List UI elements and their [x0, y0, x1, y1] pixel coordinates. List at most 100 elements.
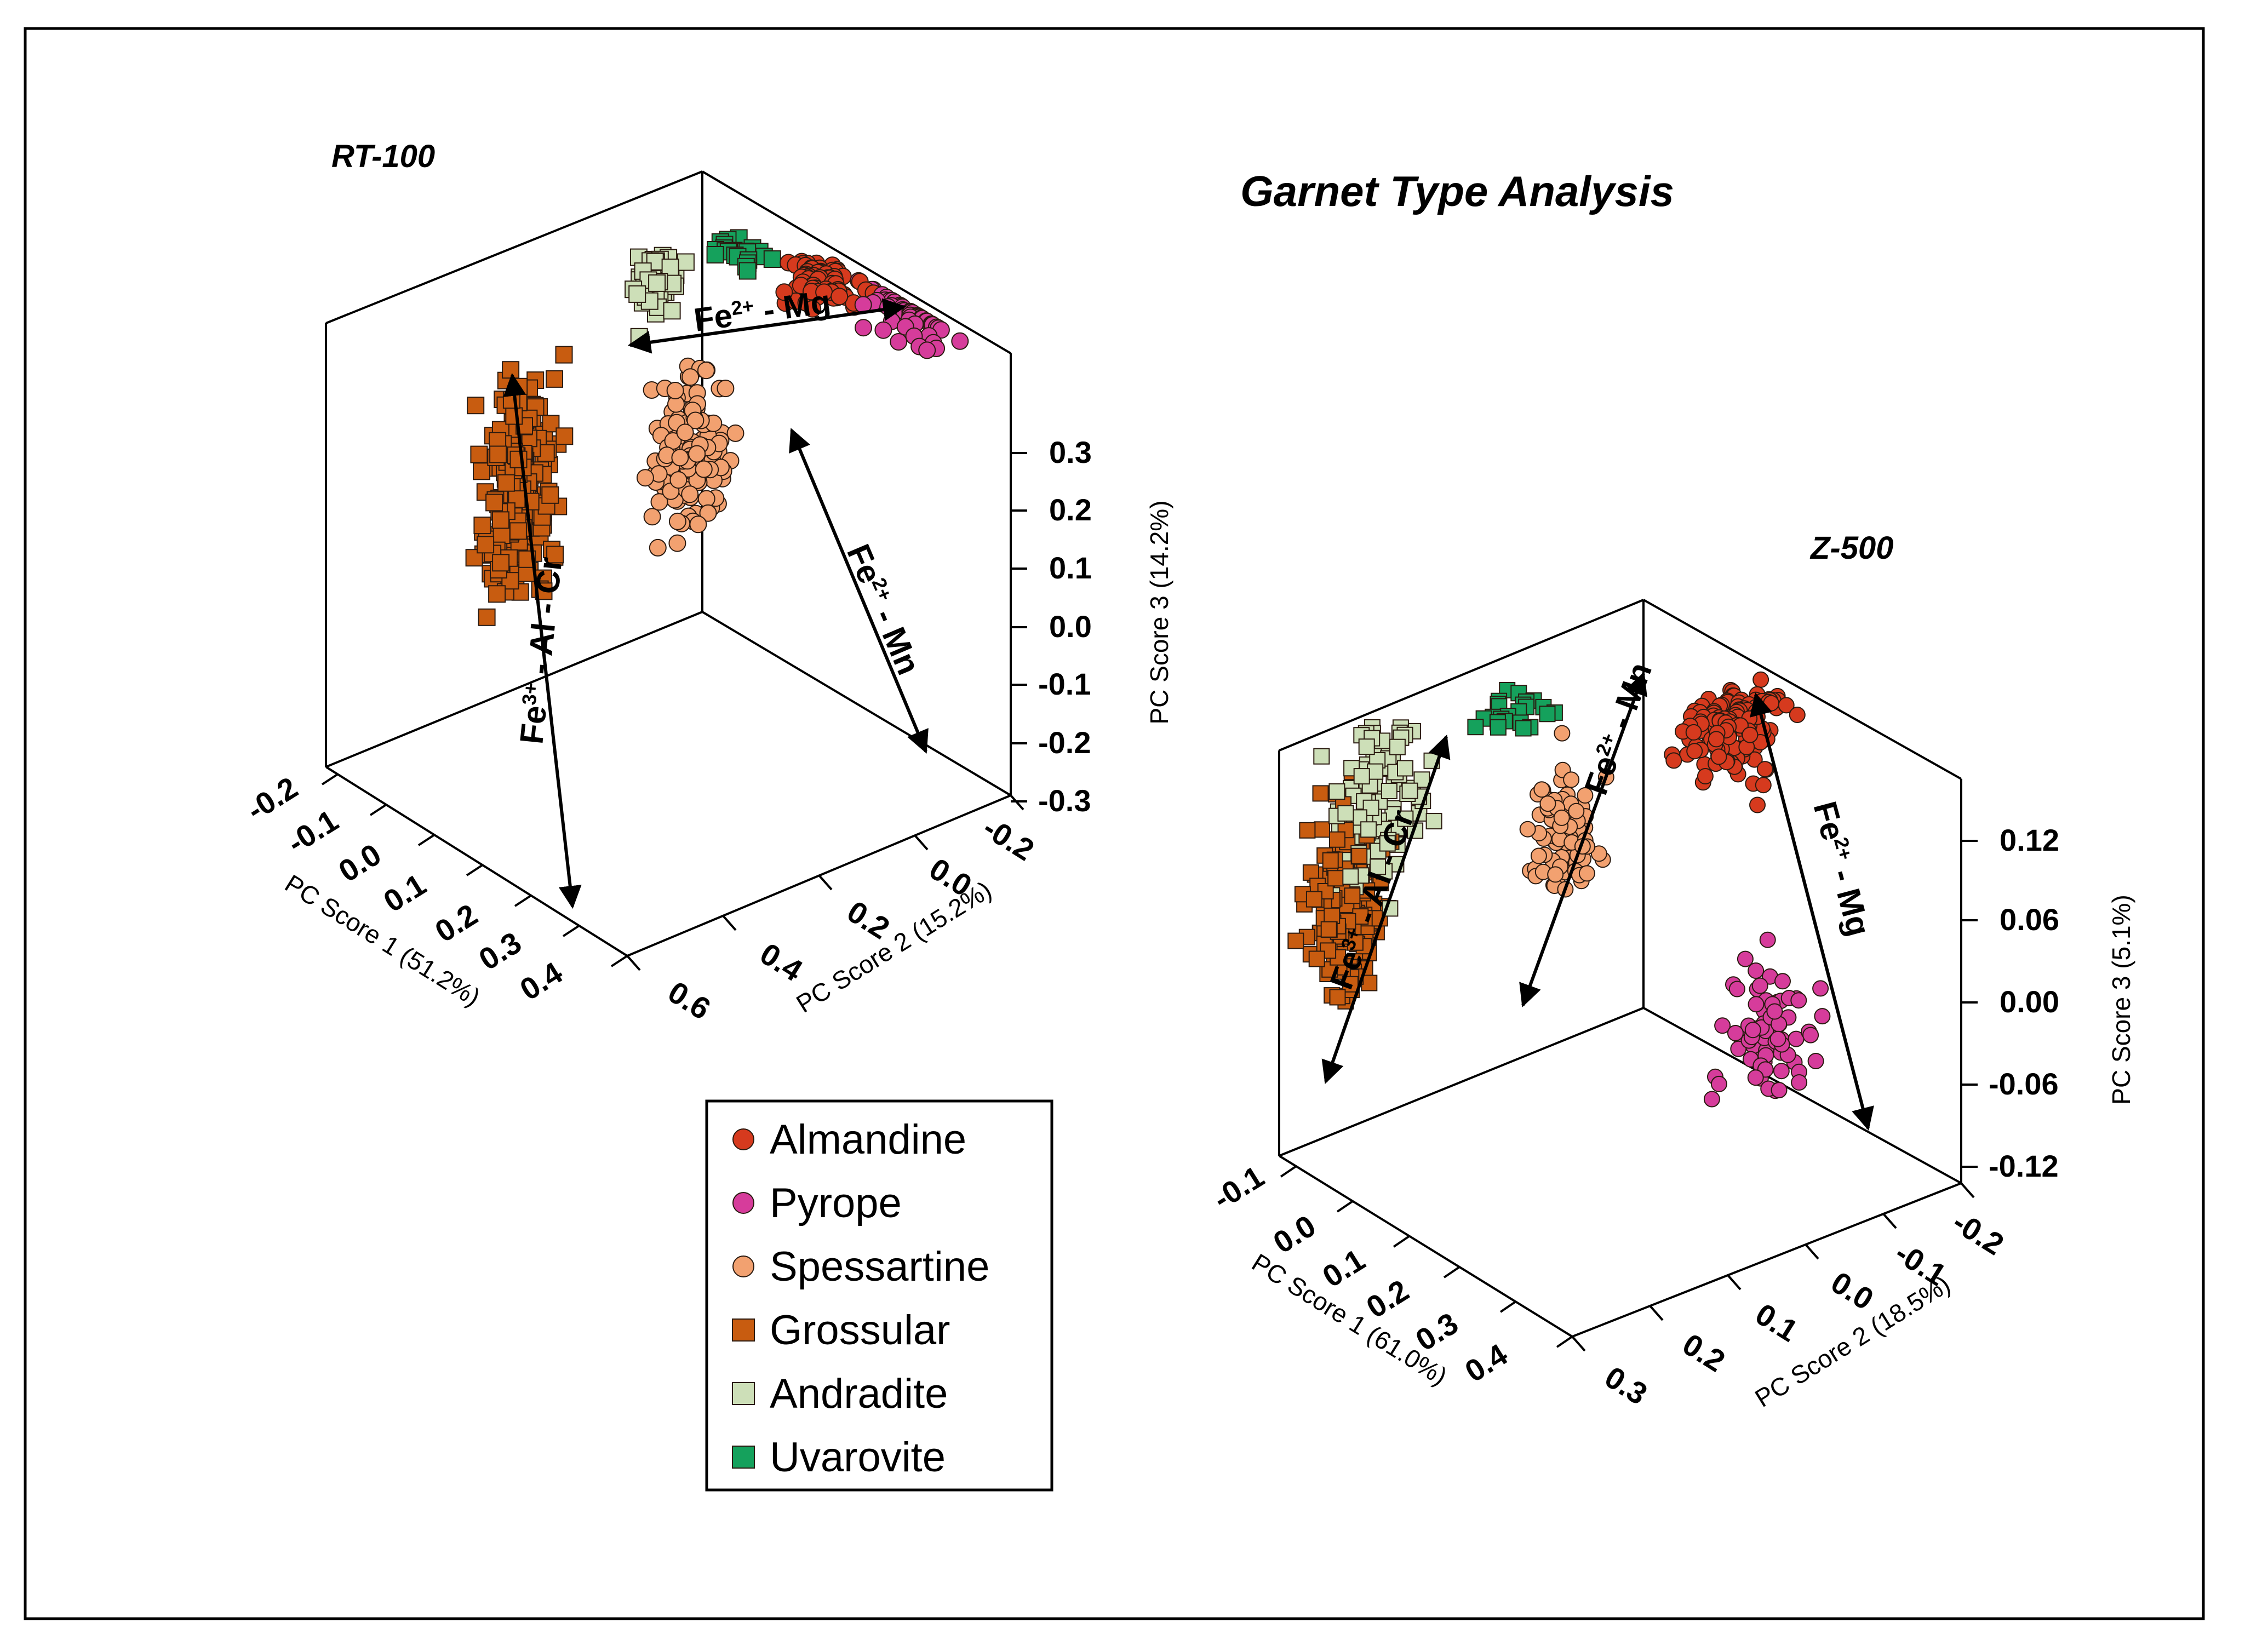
grossular-point — [1305, 891, 1322, 908]
almandine-point — [1749, 796, 1766, 813]
pyrope-point — [890, 333, 908, 351]
andradite-point — [1328, 783, 1345, 800]
almandine-point — [1763, 695, 1780, 712]
z500-annotation-fe-mn: Fe2+ - Mn — [1577, 658, 1659, 800]
legend-marker-almandine — [732, 1128, 754, 1150]
pyrope-point — [951, 332, 969, 350]
legend-marker-spessartine — [732, 1256, 754, 1277]
andradite-point — [663, 302, 681, 320]
rt100-x-tick: -0.1 — [281, 803, 344, 861]
z500-x-tick: 0.0 — [1267, 1208, 1321, 1260]
grossular-point — [509, 450, 528, 468]
legend: Almandine Pyrope Spessartine Grossular Andra… — [705, 1099, 1053, 1492]
spessartine-point — [695, 460, 713, 478]
grossular-point — [555, 427, 574, 445]
uvarovite-point — [763, 250, 781, 268]
spessartine-point — [649, 538, 667, 557]
spessartine-point — [1554, 725, 1571, 742]
legend-label-spessartine: Spessartine — [770, 1243, 989, 1290]
z500-annotation-fe-mg: Fe2+ - Mg — [1806, 798, 1877, 940]
grossular-point — [1329, 989, 1346, 1006]
pyrope-point — [1748, 996, 1765, 1013]
pyrope-point — [1773, 1063, 1790, 1080]
rt100-y-axis-label: PC Score 2 (15.2%) — [791, 875, 996, 1018]
spessartine-point — [1568, 802, 1585, 819]
andradite-point — [1360, 821, 1377, 838]
rt100-x-tick: 0.3 — [473, 925, 527, 977]
grossular-point — [485, 494, 503, 512]
almandine-point — [1686, 743, 1703, 760]
almandine-point — [1708, 731, 1725, 748]
spessartine-point — [671, 449, 689, 467]
spessartine-point — [650, 493, 668, 511]
almandine-point — [1697, 768, 1714, 784]
grossular-point — [488, 585, 506, 603]
almandine-point — [1755, 777, 1772, 794]
rt100-z-tick: -0.1 — [1038, 667, 1091, 701]
grossular-point — [1327, 870, 1344, 887]
pyrope-point — [1703, 1091, 1720, 1108]
spessartine-point — [668, 534, 686, 552]
spessartine-point — [1519, 821, 1536, 838]
z500-z-tick: 0.12 — [2000, 823, 2059, 857]
grossular-point — [1314, 821, 1330, 838]
pyrope-point — [1728, 981, 1745, 998]
grossular-point — [473, 517, 491, 535]
z500-panel-title: Z-500 — [1809, 530, 1894, 566]
rt100-annotation-fe-mg: Fe2+ - Mg — [691, 283, 833, 339]
pyrope-point — [1769, 1030, 1786, 1047]
z500-z-tick: 0.06 — [2000, 902, 2059, 937]
grossular-point — [1312, 785, 1329, 802]
rt100-z-tick: -0.3 — [1038, 783, 1091, 818]
pyrope-point — [1790, 992, 1807, 1009]
pyrope-point — [1744, 1022, 1761, 1039]
rt100-x-tick: 0.1 — [377, 867, 432, 919]
pyrope-point — [1759, 931, 1776, 948]
pyrope-point — [874, 321, 892, 339]
spessartine-point — [1530, 847, 1547, 864]
pyrope-point — [1807, 1053, 1824, 1069]
rt100-z-tick-labels: 0.3 0.2 0.1 0.0 -0.1 -0.2 -0.3 — [1038, 435, 1092, 818]
rt100-x-tick: -0.2 — [240, 770, 303, 828]
almandine-point — [1742, 726, 1759, 743]
pyrope-point — [1714, 1017, 1731, 1034]
almandine-point — [1685, 724, 1702, 741]
uvarovite-point — [1490, 719, 1507, 736]
legend-label-andradite: Andradite — [770, 1371, 948, 1417]
legend-items: Almandine Pyrope Spessartine Grossular Andra… — [732, 1116, 989, 1481]
legend-label-grossular: Grossular — [770, 1307, 950, 1354]
andradite-point — [1337, 805, 1354, 822]
spessartine-point — [689, 515, 707, 534]
legend-label-almandine: Almandine — [770, 1116, 966, 1163]
legend-marker-andradite — [732, 1382, 755, 1405]
spessartine-point — [643, 508, 661, 526]
spessartine-point — [1553, 809, 1570, 826]
spessartine-point — [636, 469, 654, 487]
spessartine-point — [717, 380, 735, 398]
rt100-y-tick: 0.4 — [754, 936, 809, 988]
legend-label-pyrope: Pyrope — [770, 1180, 902, 1226]
spessartine-point — [681, 368, 700, 386]
grossular-point — [492, 554, 510, 572]
uvarovite-point — [1467, 719, 1484, 736]
rt100-z-tick: 0.3 — [1049, 435, 1092, 469]
grossular-point — [489, 445, 507, 463]
z500-y-tick: 0.2 — [1677, 1327, 1731, 1379]
z500-panel: Z-500 0.12 0.06 0.00 -0.06 -0.12 PC — [1207, 530, 2135, 1413]
andradite-point — [1313, 748, 1330, 765]
rt100-x-tick: 0.0 — [333, 836, 387, 888]
rt100-y-ticks — [626, 794, 1024, 971]
rt100-x-tick: 0.2 — [429, 897, 483, 949]
andradite-point — [1397, 760, 1413, 777]
z500-y-tick: -0.2 — [1947, 1205, 2010, 1262]
pyrope-point — [1766, 1003, 1783, 1020]
almandine-point — [1756, 761, 1773, 778]
rt100-panel: RT-100 0.3 0.2 0.1 0.0 -0.1 — [240, 139, 1173, 1026]
grossular-point — [505, 407, 523, 425]
legend-label-uvarovite: Uvarovite — [770, 1434, 946, 1481]
andradite-point — [648, 274, 666, 292]
pyrope-point — [1751, 977, 1768, 994]
z500-z-ticks — [1961, 840, 1978, 1168]
z500-y-tick: 0.3 — [1599, 1360, 1653, 1412]
spessartine-point — [669, 471, 688, 489]
